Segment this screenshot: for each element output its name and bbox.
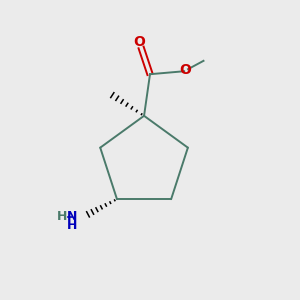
Text: N: N: [67, 211, 78, 224]
Text: H: H: [57, 211, 67, 224]
Text: H: H: [67, 219, 78, 232]
Text: O: O: [134, 35, 146, 50]
Text: O: O: [180, 63, 192, 77]
